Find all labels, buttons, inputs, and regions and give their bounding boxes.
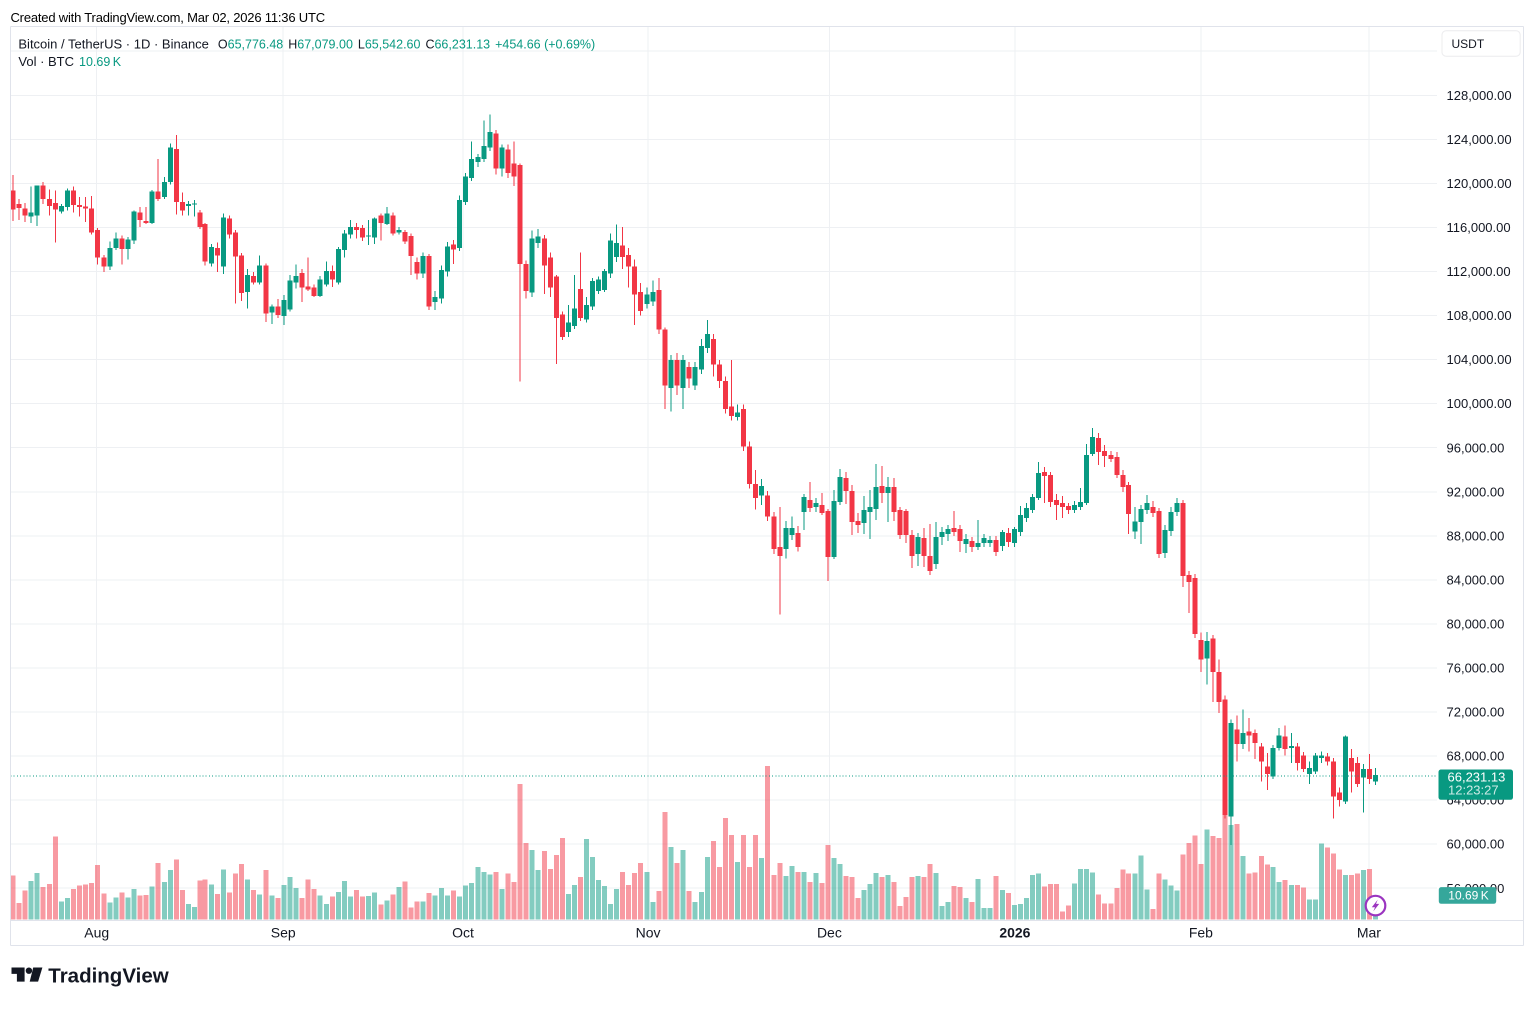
- svg-text:TradingView: TradingView: [48, 965, 168, 988]
- svg-text:116,000.00: 116,000.00: [1447, 220, 1511, 235]
- svg-text:Aug: Aug: [84, 925, 109, 941]
- svg-text:124,000.00: 124,000.00: [1447, 132, 1512, 147]
- svg-text:Created with TradingView.com,: Created with TradingView.com, Mar 02, 20…: [11, 10, 326, 25]
- svg-text:100,000.00: 100,000.00: [1447, 396, 1512, 411]
- svg-text:84,000.00: 84,000.00: [1447, 572, 1505, 587]
- svg-text:88,000.00: 88,000.00: [1447, 528, 1505, 543]
- svg-text:Sep: Sep: [271, 925, 296, 941]
- svg-text:68,000.00: 68,000.00: [1447, 749, 1505, 764]
- svg-text:120,000.00: 120,000.00: [1447, 176, 1512, 191]
- svg-text:Oct: Oct: [452, 925, 474, 941]
- svg-text:72,000.00: 72,000.00: [1447, 705, 1505, 720]
- svg-text:80,000.00: 80,000.00: [1447, 617, 1505, 632]
- svg-text:Feb: Feb: [1189, 925, 1213, 941]
- svg-text:12:23:27: 12:23:27: [1448, 783, 1499, 798]
- svg-text:66,231.13: 66,231.13: [1448, 770, 1506, 785]
- svg-text:2026: 2026: [999, 925, 1030, 941]
- svg-text:96,000.00: 96,000.00: [1447, 440, 1505, 455]
- svg-text:108,000.00: 108,000.00: [1447, 308, 1512, 323]
- svg-text:92,000.00: 92,000.00: [1447, 484, 1505, 499]
- svg-text:112,000.00: 112,000.00: [1447, 264, 1511, 279]
- svg-text:10.69 K: 10.69 K: [1448, 889, 1488, 903]
- svg-text:Nov: Nov: [636, 925, 661, 941]
- svg-text:Bitcoin / TetherUS · 1D · Bina: Bitcoin / TetherUS · 1D · Binance O65,776…: [18, 37, 595, 52]
- svg-text:USDT: USDT: [1452, 37, 1485, 51]
- svg-text:Mar: Mar: [1357, 925, 1381, 941]
- svg-text:60,000.00: 60,000.00: [1447, 837, 1505, 852]
- svg-text:104,000.00: 104,000.00: [1447, 352, 1512, 367]
- svg-text:128,000.00: 128,000.00: [1447, 88, 1512, 103]
- svg-text:Dec: Dec: [817, 925, 842, 941]
- svg-text:76,000.00: 76,000.00: [1447, 661, 1505, 676]
